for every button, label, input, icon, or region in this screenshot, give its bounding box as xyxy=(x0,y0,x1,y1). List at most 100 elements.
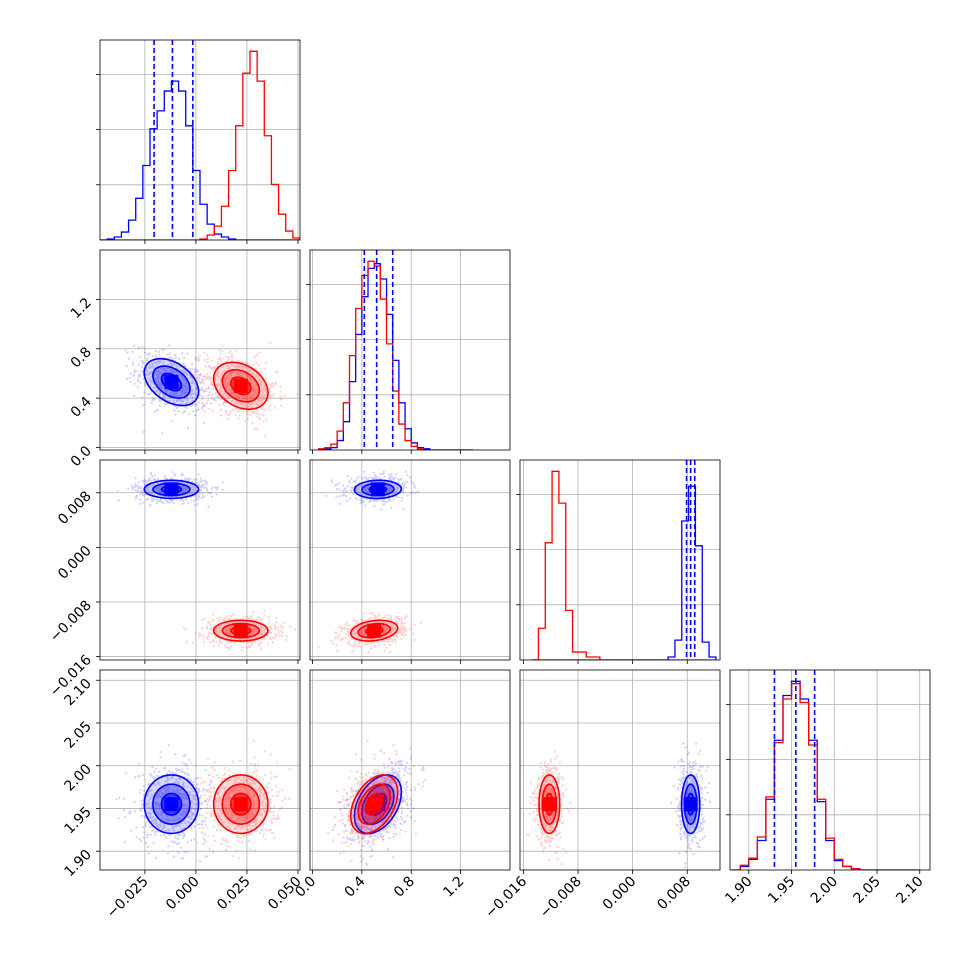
scatter-point xyxy=(277,629,280,632)
scatter-point xyxy=(376,614,379,618)
scatter-point xyxy=(195,391,198,395)
scatter-point xyxy=(380,508,383,511)
scatter-point xyxy=(262,420,265,423)
scatter-point xyxy=(162,502,165,505)
scatter-point xyxy=(163,348,166,351)
scatter-point xyxy=(200,782,203,785)
scatter-point xyxy=(270,382,273,385)
scatter-point xyxy=(380,625,384,628)
scatter-point xyxy=(158,399,161,402)
scatter-point xyxy=(202,389,205,392)
scatter-point xyxy=(253,628,256,631)
scatter-point xyxy=(381,472,384,476)
scatter-point xyxy=(218,641,221,644)
scatter-point xyxy=(255,374,258,377)
scatter-point xyxy=(148,479,151,482)
scatter-point xyxy=(388,651,392,654)
scatter-point xyxy=(195,387,198,390)
scatter-point xyxy=(190,817,193,820)
scatter-point xyxy=(343,488,346,491)
scatter-point xyxy=(368,612,371,615)
scatter-point xyxy=(187,413,190,416)
scatter-point xyxy=(146,480,149,483)
scatter-point xyxy=(345,628,348,631)
scatter-point xyxy=(156,830,159,833)
scatter-point xyxy=(178,825,182,828)
scatter-point xyxy=(175,818,178,821)
scatter-point xyxy=(179,788,182,792)
scatter-point xyxy=(150,816,153,819)
scatter-point xyxy=(187,776,190,779)
scatter-point xyxy=(369,498,372,501)
scatter-point xyxy=(191,814,194,818)
scatter-point xyxy=(240,778,243,781)
scatter-point xyxy=(228,383,231,386)
scatter-point xyxy=(235,786,238,789)
scatter-point xyxy=(271,641,274,644)
scatter-point xyxy=(122,808,125,812)
scatter-point xyxy=(353,618,356,622)
scatter-point xyxy=(181,411,184,414)
scatter-point xyxy=(173,409,176,412)
scatter-point xyxy=(349,637,353,640)
scatter-point xyxy=(247,402,250,405)
scatter-point xyxy=(344,490,347,493)
scatter-point xyxy=(254,391,257,395)
scatter-point xyxy=(192,500,195,503)
scatter-point xyxy=(140,807,143,810)
scatter-point xyxy=(269,390,272,393)
scatter-point xyxy=(383,629,386,632)
scatter-point xyxy=(256,412,259,415)
scatter-point xyxy=(338,633,341,637)
scatter-point xyxy=(237,417,240,420)
scatter-point xyxy=(174,781,177,784)
scatter-point xyxy=(373,477,376,480)
scatter-point xyxy=(148,789,151,793)
scatter-point xyxy=(199,477,202,480)
scatter-point xyxy=(146,803,149,806)
scatter-point xyxy=(363,487,366,490)
scatter-point xyxy=(356,476,359,479)
scatter-point xyxy=(151,475,154,478)
scatter-point xyxy=(210,382,213,385)
scatter-point xyxy=(171,500,174,503)
scatter-point xyxy=(335,488,338,491)
scatter-point xyxy=(348,624,351,627)
scatter-point xyxy=(198,374,202,377)
panel-2-0 xyxy=(96,459,301,664)
scatter-point xyxy=(204,800,207,803)
scatter-point xyxy=(391,476,394,480)
scatter-point xyxy=(162,394,165,397)
scatter-point xyxy=(255,617,258,620)
scatter-point xyxy=(156,803,159,806)
scatter-point xyxy=(186,804,189,807)
scatter-point xyxy=(164,477,167,480)
scatter-point xyxy=(280,397,283,400)
scatter-point xyxy=(155,499,158,502)
scatter-point xyxy=(151,492,154,495)
scatter-point xyxy=(155,381,158,384)
scatter-point xyxy=(393,483,396,486)
scatter-point xyxy=(157,376,160,379)
scatter-point xyxy=(354,640,357,643)
scatter-point xyxy=(173,353,177,357)
scatter-point xyxy=(207,393,210,396)
scatter-point xyxy=(179,793,182,797)
scatter-point xyxy=(199,373,202,376)
scatter-point xyxy=(195,393,198,396)
scatter-point xyxy=(166,789,170,792)
scatter-point xyxy=(169,399,172,402)
scatter-point xyxy=(250,615,253,618)
scatter-point xyxy=(155,408,158,412)
scatter-point xyxy=(393,484,396,487)
scatter-point xyxy=(382,472,385,475)
scatter-point xyxy=(200,795,203,798)
scatter-point xyxy=(351,632,354,635)
scatter-point xyxy=(223,392,227,395)
scatter-point xyxy=(172,816,175,819)
scatter-point xyxy=(192,813,195,816)
scatter-point xyxy=(206,635,209,639)
scatter-point xyxy=(232,391,235,394)
scatter-point xyxy=(146,845,149,849)
scatter-point xyxy=(191,641,194,644)
